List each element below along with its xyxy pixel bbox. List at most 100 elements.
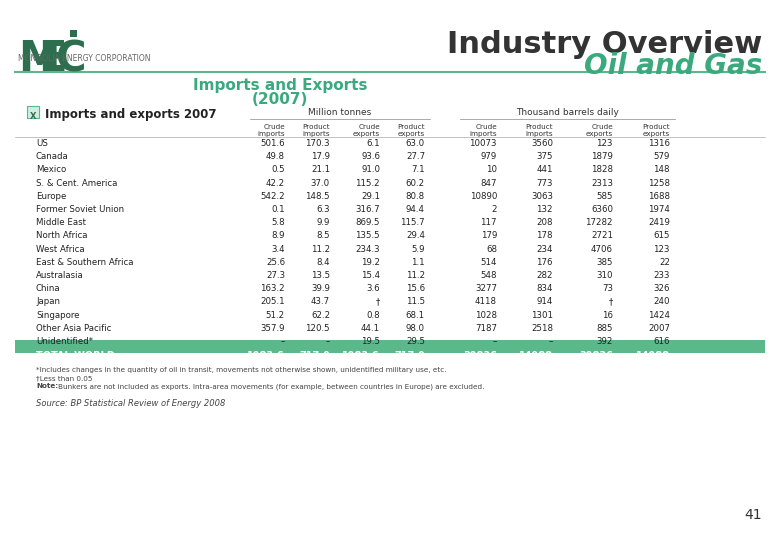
Text: 542.2: 542.2 (261, 192, 285, 201)
Text: 178: 178 (537, 232, 553, 240)
Text: 39.9: 39.9 (311, 284, 330, 293)
Text: †: † (376, 298, 380, 306)
Text: *Includes changes in the quantity of oil in transit, movements not otherwise sho: *Includes changes in the quantity of oil… (36, 367, 446, 373)
Text: 208: 208 (537, 218, 553, 227)
Text: 3063: 3063 (531, 192, 553, 201)
Text: 6.3: 6.3 (317, 205, 330, 214)
Text: Crude
exports: Crude exports (353, 124, 380, 137)
Text: 2721: 2721 (591, 232, 613, 240)
Text: 234.3: 234.3 (356, 245, 380, 254)
Text: Europe: Europe (36, 192, 66, 201)
Text: 834: 834 (537, 284, 553, 293)
Text: Australasia: Australasia (36, 271, 83, 280)
Text: China: China (36, 284, 61, 293)
Text: 914: 914 (537, 298, 553, 306)
Text: 4118: 4118 (475, 298, 497, 306)
Text: 234: 234 (537, 245, 553, 254)
Text: Industry Overview: Industry Overview (447, 30, 762, 59)
Text: 29.1: 29.1 (361, 192, 380, 201)
Text: 0.8: 0.8 (367, 310, 380, 320)
Text: 3277: 3277 (475, 284, 497, 293)
Text: 1879: 1879 (591, 152, 613, 161)
Text: Former Soviet Union: Former Soviet Union (36, 205, 124, 214)
Text: Oil and Gas: Oil and Gas (583, 52, 762, 80)
Text: 8.4: 8.4 (317, 258, 330, 267)
Text: 25.6: 25.6 (266, 258, 285, 267)
Text: Crude
imports: Crude imports (257, 124, 285, 137)
Text: 17282: 17282 (586, 218, 613, 227)
Text: 62.2: 62.2 (311, 310, 330, 320)
Text: MONGOLIA ENERGY CORPORATION: MONGOLIA ENERGY CORPORATION (18, 54, 151, 63)
Text: 170.3: 170.3 (306, 139, 330, 148)
Text: –: – (548, 337, 553, 346)
Text: 14988: 14988 (636, 351, 670, 361)
Text: 1301: 1301 (531, 310, 553, 320)
Text: 2007: 2007 (648, 324, 670, 333)
Text: 5.9: 5.9 (412, 245, 425, 254)
Text: 49.8: 49.8 (266, 152, 285, 161)
Text: 11.2: 11.2 (311, 245, 330, 254)
Text: Product
exports: Product exports (643, 124, 670, 137)
Text: 115.7: 115.7 (400, 218, 425, 227)
Text: 27.7: 27.7 (406, 152, 425, 161)
Text: Crude
exports: Crude exports (586, 124, 613, 137)
Text: 2419: 2419 (648, 218, 670, 227)
Text: East & Southern Africa: East & Southern Africa (36, 258, 133, 267)
Text: North Africa: North Africa (36, 232, 87, 240)
Text: 1.1: 1.1 (411, 258, 425, 267)
Text: 1424: 1424 (648, 310, 670, 320)
Text: Product
imports: Product imports (303, 124, 330, 137)
Text: 13.5: 13.5 (311, 271, 330, 280)
Text: 717.0: 717.0 (300, 351, 330, 361)
Text: 148.5: 148.5 (306, 192, 330, 201)
Text: 39836: 39836 (463, 351, 497, 361)
Text: 117: 117 (480, 218, 497, 227)
Text: 2: 2 (491, 205, 497, 214)
Text: 773: 773 (537, 179, 553, 187)
Text: 1983.6: 1983.6 (342, 351, 380, 361)
Text: 979: 979 (480, 152, 497, 161)
Text: 6.1: 6.1 (367, 139, 380, 148)
Text: Imports and Exports: Imports and Exports (193, 78, 367, 93)
Text: –: – (493, 337, 497, 346)
Text: 885: 885 (597, 324, 613, 333)
Text: 1974: 1974 (648, 205, 670, 214)
Text: 3.4: 3.4 (271, 245, 285, 254)
Text: 357.9: 357.9 (261, 324, 285, 333)
Text: 51.2: 51.2 (266, 310, 285, 320)
Text: 6360: 6360 (591, 205, 613, 214)
Text: 11.2: 11.2 (406, 271, 425, 280)
Text: 120.5: 120.5 (306, 324, 330, 333)
Text: 316.7: 316.7 (356, 205, 380, 214)
Text: 1028: 1028 (475, 310, 497, 320)
Text: Bunkers are not included as exports. Intra-area movements (for example, between : Bunkers are not included as exports. Int… (58, 383, 484, 390)
Text: Product
exports: Product exports (397, 124, 425, 137)
Text: 93.6: 93.6 (361, 152, 380, 161)
Text: 91.0: 91.0 (361, 165, 380, 174)
Text: 98.0: 98.0 (406, 324, 425, 333)
Text: 41: 41 (744, 508, 762, 522)
Text: 3.6: 3.6 (367, 284, 380, 293)
Text: 80.8: 80.8 (406, 192, 425, 201)
Text: 132: 132 (537, 205, 553, 214)
Text: 15.4: 15.4 (361, 271, 380, 280)
Text: Canada: Canada (36, 152, 69, 161)
Text: 441: 441 (537, 165, 553, 174)
Text: Note:: Note: (36, 383, 58, 389)
Text: 326: 326 (654, 284, 670, 293)
Text: TOTAL WORLD: TOTAL WORLD (36, 351, 115, 361)
Text: 19.2: 19.2 (361, 258, 380, 267)
Text: 0.5: 0.5 (271, 165, 285, 174)
Text: Japan: Japan (36, 298, 60, 306)
Text: X: X (30, 112, 36, 121)
Text: 0.1: 0.1 (271, 205, 285, 214)
Text: 8.9: 8.9 (271, 232, 285, 240)
Text: 1828: 1828 (591, 165, 613, 174)
Text: 148: 148 (654, 165, 670, 174)
Text: 15.6: 15.6 (406, 284, 425, 293)
Text: Crude
imports: Crude imports (470, 124, 497, 137)
Text: 1316: 1316 (648, 139, 670, 148)
Text: Million tonnes: Million tonnes (308, 108, 371, 117)
Text: 2518: 2518 (531, 324, 553, 333)
Text: 616: 616 (654, 337, 670, 346)
